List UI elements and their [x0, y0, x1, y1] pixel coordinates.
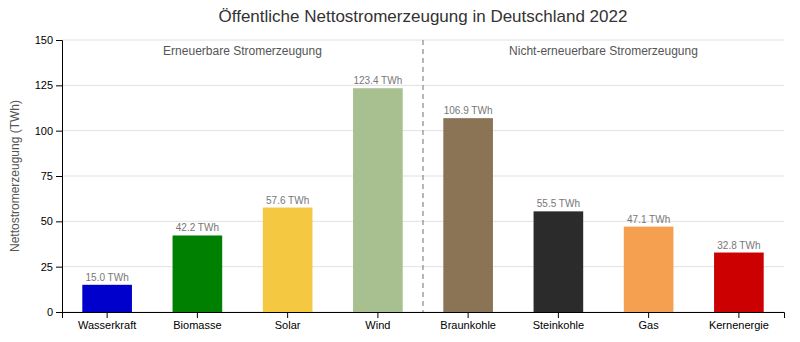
- tick-label: Kernenergie: [709, 319, 769, 331]
- data-label: 47.1 TWh: [627, 214, 670, 225]
- tick-label: Solar: [275, 319, 301, 331]
- data-labels: 15.0 TWh 42.2 TWh 57.6 TWh 123.4 TWh 106.9 T…: [86, 75, 761, 283]
- x-tick: Biomasse: [173, 312, 221, 331]
- tick-mark: [56, 267, 62, 268]
- tick-label: 50: [41, 215, 53, 227]
- axis-line: [56, 41, 63, 313]
- x-axis: Wasserkraft Biomasse Solar Wind Braunkohle St…: [63, 312, 785, 331]
- chart: 0 25 50 75 100 125 150 Wasserkraft Biomasse Solar…: [0, 0, 800, 342]
- tick-mark: [56, 40, 62, 41]
- tick-mark: [377, 312, 378, 318]
- tick-mark: [56, 221, 62, 222]
- tick-label: Steinkohle: [533, 319, 584, 331]
- title: Öffentliche Nettostromerzeugung in Deuts…: [219, 7, 628, 26]
- y-axis: 0 25 50 75 100 125 150: [35, 34, 63, 318]
- y-tick: 25: [41, 261, 62, 273]
- tick-mark: [558, 312, 559, 318]
- tick-label: 125: [35, 79, 53, 91]
- tick-mark: [648, 312, 649, 318]
- tick-mark: [107, 312, 108, 318]
- y-tick: 125: [35, 79, 62, 91]
- tick-label: Wind: [365, 319, 390, 331]
- bar: [353, 88, 403, 312]
- grid: [62, 40, 784, 312]
- tick-label: 0: [47, 306, 53, 318]
- bar: [624, 227, 674, 312]
- tick-mark: [56, 176, 62, 177]
- tick-mark: [56, 131, 62, 132]
- tick-label: Gas: [639, 319, 660, 331]
- x-tick: Wasserkraft: [78, 312, 136, 331]
- data-label: 15.0 TWh: [86, 272, 129, 283]
- tick-mark: [468, 312, 469, 318]
- data-label: 123.4 TWh: [354, 75, 403, 86]
- bar: [173, 235, 223, 312]
- axis-line: [63, 313, 785, 319]
- y-tick: 75: [41, 170, 62, 182]
- bar: [714, 253, 764, 312]
- tick-mark: [56, 312, 62, 313]
- data-label: 55.5 TWh: [537, 198, 580, 209]
- x-tick: Braunkohle: [440, 312, 496, 331]
- y-tick: 150: [35, 34, 62, 46]
- y-tick: 50: [41, 215, 62, 227]
- data-label: 57.6 TWh: [266, 195, 309, 206]
- x-tick: Wind: [365, 312, 390, 331]
- bar: [443, 118, 493, 312]
- tick-mark: [197, 312, 198, 318]
- plot: 0 25 50 75 100 125 150 Wasserkraft Biomasse Solar…: [35, 34, 785, 331]
- tick-label: 25: [41, 261, 53, 273]
- section-label: Nicht-erneuerbare Stromerzeugung: [509, 44, 698, 58]
- tick-mark: [738, 312, 739, 318]
- tick-mark: [287, 312, 288, 318]
- data-label: 106.9 TWh: [444, 105, 493, 116]
- bar: [263, 208, 313, 312]
- tick-label: Braunkohle: [440, 319, 496, 331]
- section-label: Erneuerbare Stromerzeugung: [163, 44, 322, 58]
- divider: [422, 40, 423, 312]
- y-tick: 100: [35, 125, 62, 137]
- x-tick: Steinkohle: [533, 312, 584, 331]
- tick-label: Biomasse: [173, 319, 221, 331]
- tick-label: 150: [35, 34, 53, 46]
- x-tick: Gas: [639, 312, 660, 331]
- data-label: 32.8 TWh: [717, 240, 760, 251]
- x-tick: Kernenergie: [709, 312, 769, 331]
- tick-mark: [56, 85, 62, 86]
- data-label: 42.2 TWh: [176, 222, 219, 233]
- bar: [534, 211, 584, 312]
- y-axis-title: Nettostromerzeugung (TWh): [8, 100, 22, 252]
- y-tick: 0: [47, 306, 62, 318]
- x-tick: Solar: [275, 312, 301, 331]
- tick-label: 100: [35, 125, 53, 137]
- tick-label: Wasserkraft: [78, 319, 136, 331]
- bar: [82, 285, 132, 312]
- tick-label: 75: [41, 170, 53, 182]
